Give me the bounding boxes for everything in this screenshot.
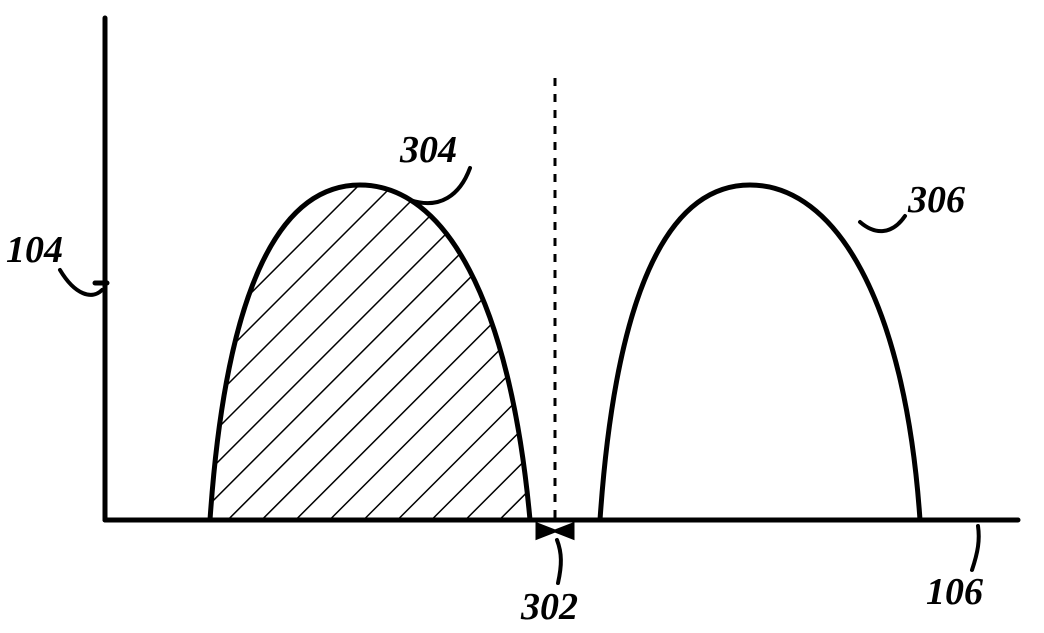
left-hump-fill — [210, 185, 530, 520]
callout-label-302: 302 — [521, 585, 578, 629]
center-arrowhead-icon — [537, 524, 573, 538]
callout-label-304: 304 — [400, 128, 457, 172]
diagram-svg — [0, 0, 1044, 633]
leader-302 — [557, 540, 561, 583]
callout-label-106: 106 — [926, 570, 983, 614]
leader-106 — [972, 526, 979, 570]
callout-label-306: 306 — [908, 178, 965, 222]
figure-root: 104 304 306 302 106 — [0, 0, 1044, 633]
right-hump-outline — [600, 185, 920, 520]
leader-304 — [410, 168, 470, 203]
leader-306 — [860, 216, 905, 231]
callout-label-104: 104 — [6, 228, 63, 272]
